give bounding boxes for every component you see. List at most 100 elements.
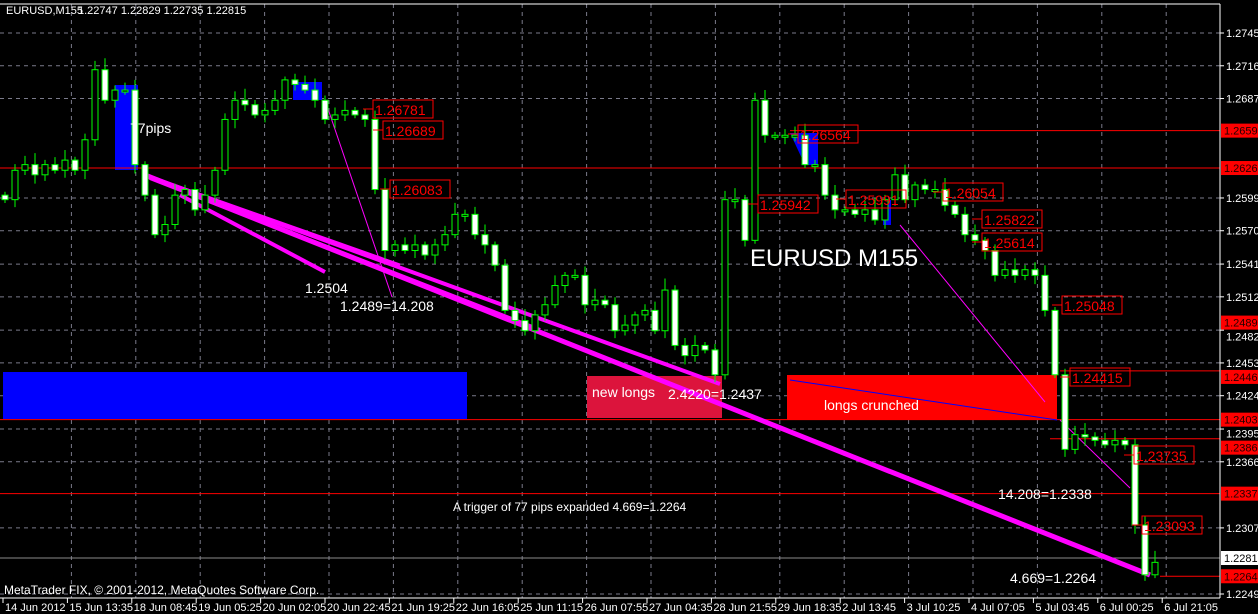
candle-body-bear (701, 344, 709, 351)
candle-body-bull (161, 224, 169, 236)
price-label-box[interactable]: 1.26689 (373, 120, 444, 140)
trend-line-thin-1[interactable] (324, 99, 393, 298)
candle (401, 237, 409, 254)
price-label-frame (1133, 445, 1195, 465)
candle (91, 60, 99, 146)
candle (691, 335, 699, 362)
current-price-bg (1221, 551, 1258, 565)
candle (891, 167, 899, 206)
candle-body-bull (731, 199, 739, 203)
price-label-box[interactable]: 1.25048 (1052, 295, 1123, 315)
candle-body-bear (671, 289, 679, 346)
price-label-text: 1.25048 (1064, 298, 1115, 314)
candle-body-bull (231, 99, 239, 120)
price-label-box[interactable]: 1.25991 (836, 189, 907, 209)
candle (1051, 307, 1059, 379)
price-label-box[interactable]: 1.25942 (748, 194, 819, 214)
price-label-box[interactable]: 1.26564 (788, 124, 859, 144)
candle-body-bull (1111, 439, 1119, 446)
level-label-bg (1221, 412, 1258, 427)
candle (851, 203, 859, 218)
price-label-box[interactable]: 1.26054 (933, 182, 1004, 202)
candle-body-bull (811, 164, 819, 168)
candle-body-bear (941, 188, 949, 206)
candle-body-bear (471, 213, 479, 236)
level-label: 1.23864 (1224, 443, 1258, 455)
candle (881, 194, 889, 229)
candle-body-bull (911, 184, 919, 201)
price-label-box[interactable]: 1.25822 (972, 209, 1043, 229)
candle (481, 224, 489, 254)
candle-body-bear (311, 89, 319, 101)
candle (901, 164, 909, 204)
candle-body-bear (1121, 439, 1129, 446)
candle (491, 241, 499, 272)
candle-body-bear (481, 234, 489, 246)
candle-body-bear (871, 209, 879, 221)
candle-body-bull (721, 199, 729, 376)
price-label-frame (389, 179, 451, 199)
price-label-box[interactable]: 1.26781 (363, 99, 434, 119)
price-label-box[interactable]: 1.23735 (1124, 445, 1195, 465)
trend-lines[interactable] (144, 99, 1151, 578)
price-label-text: 1.25942 (760, 197, 811, 213)
candle-body-bull (451, 213, 459, 236)
candle (21, 155, 29, 176)
candle-body-bear (401, 244, 409, 252)
candle-body-bull (891, 174, 899, 201)
candle (621, 314, 629, 336)
price-label-box[interactable]: 1.24415 (1060, 367, 1131, 387)
price-label-text: 1.25991 (848, 192, 899, 208)
candle-body-bear (101, 69, 109, 101)
candle (871, 198, 879, 225)
candle (831, 184, 839, 219)
candle-body-bear (761, 99, 769, 136)
candle (441, 225, 449, 251)
time-tick-label: 20 Jun 22:45 (327, 602, 391, 614)
price-label-box[interactable]: 1.26083 (380, 179, 451, 199)
candle-body-bull (631, 314, 639, 326)
candle (701, 342, 709, 354)
candle (771, 131, 779, 141)
candle-body-bull (571, 274, 579, 278)
price-label-text: 1.25614 (984, 235, 1035, 251)
candle (911, 181, 919, 208)
level-label: 1.26260 (1224, 163, 1258, 175)
price-axis[interactable] (1220, 0, 1258, 614)
candle (101, 58, 109, 104)
candle (81, 133, 89, 180)
time-tick-label: 6 Jul 21:05 (1164, 602, 1218, 614)
candle (961, 206, 969, 243)
trend-line-5[interactable] (147, 174, 401, 267)
candle (561, 271, 569, 293)
candle-body-bear (511, 309, 519, 322)
price-label-box[interactable]: 1.23093 (1132, 515, 1203, 535)
candle-body-bear (31, 164, 39, 176)
trend-line-thin-2[interactable] (899, 224, 1046, 403)
trend-line-3[interactable] (149, 176, 541, 332)
candle-body-bull (121, 89, 129, 93)
candle-body-bull (171, 194, 179, 226)
price-tick-label: 1.26875 (1226, 94, 1258, 106)
price-tick-label: 1.27165 (1226, 61, 1258, 73)
price-label-box[interactable]: 1.25614 (972, 232, 1043, 252)
trend-line-blue[interactable] (789, 379, 1058, 421)
candle-body-bear (991, 250, 999, 276)
trend-line-thin-3[interactable] (1059, 419, 1131, 489)
candle (51, 157, 59, 174)
candle-body-bull (751, 99, 759, 241)
candle (1061, 368, 1069, 457)
candle (781, 129, 789, 145)
candle (1091, 432, 1099, 447)
candle (201, 184, 209, 214)
longs-crunched-zone (787, 375, 1057, 420)
candle (501, 259, 509, 314)
candle (181, 184, 189, 204)
candle (271, 90, 279, 116)
time-tick-label: 25 Jun 11:15 (520, 602, 583, 614)
candle (1121, 436, 1129, 450)
candle-body-bull (691, 344, 699, 357)
candle-body-bull (441, 234, 449, 246)
annotation-trigger: A trigger of 77 pips expanded 4.669=1.22… (453, 500, 687, 514)
